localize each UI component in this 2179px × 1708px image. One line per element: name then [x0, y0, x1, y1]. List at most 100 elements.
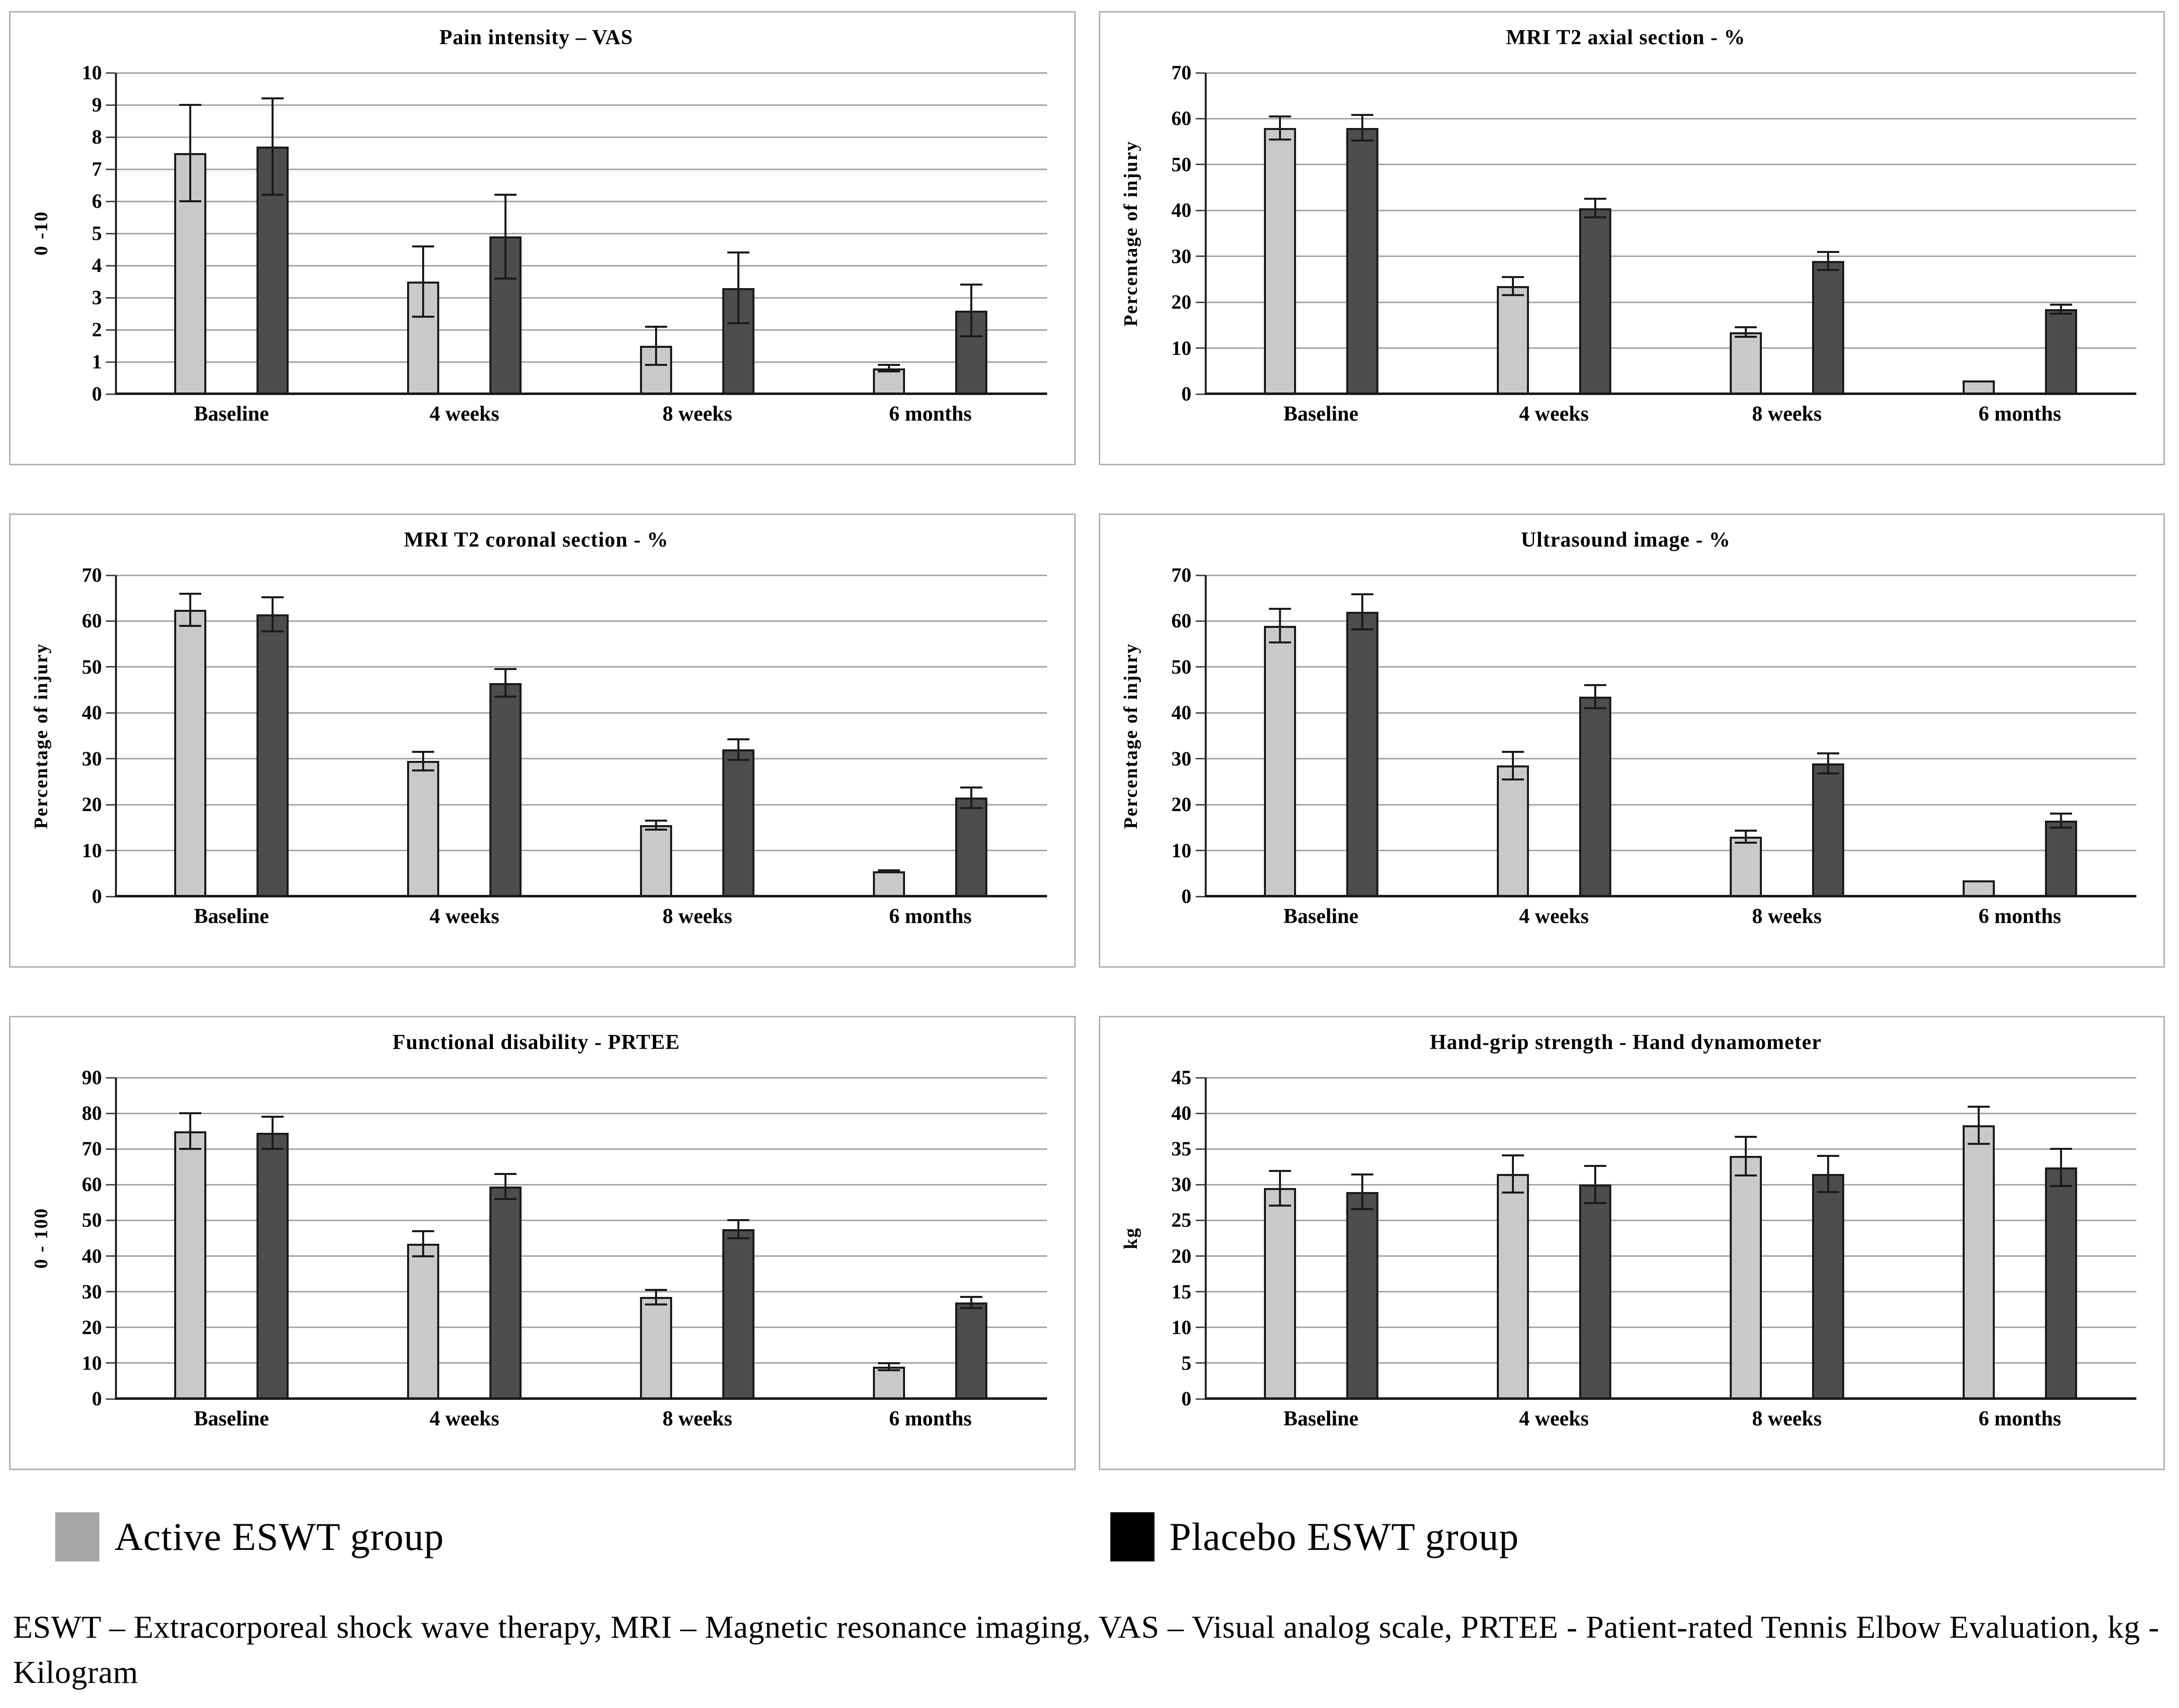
bar-active — [1729, 837, 1762, 896]
y-tick-label: 50 — [82, 1209, 102, 1232]
y-axis-label-wrap: kg — [1111, 1078, 1150, 1399]
y-tick-mark — [1195, 712, 1205, 714]
error-bar-cap — [179, 1148, 202, 1150]
y-tick-label: 25 — [1171, 1209, 1192, 1232]
error-bar-cap — [960, 807, 983, 809]
y-tick-label: 0 — [1181, 382, 1192, 405]
y-tick-label: 30 — [82, 747, 102, 770]
x-category-label: 4 weeks — [1519, 1407, 1589, 1430]
y-tick-label: 10 — [82, 839, 102, 862]
error-bar-cap — [1268, 607, 1291, 610]
bar-active — [407, 1243, 440, 1399]
y-tick-mark — [1195, 620, 1205, 622]
error-bar-cap — [494, 696, 517, 698]
y-tick-mark — [1195, 1327, 1205, 1329]
x-category-label: 8 weeks — [1752, 403, 1822, 426]
gridline — [115, 232, 1047, 234]
error-bar — [1511, 1155, 1514, 1193]
y-tick-label: 70 — [82, 1137, 102, 1160]
bar-placebo — [955, 798, 988, 896]
error-bar-cap — [878, 364, 901, 366]
y-tick-label: 30 — [1171, 747, 1192, 770]
y-axis-label: 0 -10 — [31, 211, 52, 256]
chart-panel-ultrasound-image: Ultrasound image - % Percentage of injury… — [1098, 513, 2165, 968]
bar-placebo — [1812, 763, 1844, 896]
error-bar-cap — [179, 1112, 202, 1115]
bar-placebo — [2044, 1167, 2077, 1399]
error-bar-cap — [412, 751, 435, 753]
bar-active — [1962, 880, 1995, 896]
error-bar-cap — [878, 370, 901, 373]
error-bar-cap — [960, 284, 983, 286]
y-tick-mark — [106, 104, 115, 106]
y-tick-mark — [1195, 1077, 1205, 1079]
gridline — [1204, 117, 2136, 119]
gridline — [115, 265, 1047, 267]
gridline — [115, 329, 1047, 331]
error-bar — [2060, 304, 2062, 314]
bar-active — [407, 761, 440, 896]
y-tick-label: 35 — [1171, 1137, 1192, 1160]
y-tick-label: 0 — [92, 382, 102, 405]
bar-placebo — [1579, 697, 1611, 896]
y-axis-ticks: 0 10 20 30 40 50 60 70 — [1150, 565, 1205, 906]
y-tick-label: 0 — [1181, 885, 1192, 907]
gridline — [115, 1291, 1047, 1293]
error-bar-cap — [1501, 1191, 1524, 1194]
error-bar-cap — [1501, 1154, 1524, 1157]
bar-active — [1496, 765, 1529, 896]
y-tick-mark — [106, 393, 115, 395]
gridline — [1204, 1219, 2136, 1221]
chart-title: Hand-grip strength - Hand dynamometer — [1430, 1031, 1822, 1054]
bar-active — [873, 871, 906, 896]
plot-area: Baseline 4 weeks 8 weeks 6 months — [1204, 574, 2136, 928]
chart-title: Pain intensity – VAS — [439, 26, 633, 49]
error-bar-cap — [1351, 114, 1373, 116]
error-bar-cap — [1501, 276, 1524, 278]
x-category-label: 6 months — [889, 403, 972, 426]
bar-active — [174, 1131, 207, 1399]
y-axis-ticks: 0 10 20 30 40 50 60 70 — [61, 565, 115, 906]
y-tick-mark — [106, 1219, 115, 1221]
chart-area: Percentage of injury 0 10 20 30 40 50 60 70 Basel… — [1111, 63, 2141, 426]
error-bar — [272, 597, 274, 631]
error-bar-cap — [878, 1369, 901, 1372]
y-axis-label-wrap: Percentage of injury — [22, 575, 61, 896]
gridline — [1204, 301, 2136, 303]
error-bar — [1361, 594, 1363, 629]
y-tick-mark — [1195, 758, 1205, 760]
error-bar-cap — [1967, 1143, 1990, 1145]
y-tick-label: 20 — [82, 793, 102, 816]
x-category-label: 4 weeks — [429, 905, 499, 928]
y-axis-label: Percentage of injury — [1120, 642, 1141, 829]
error-bar-cap — [1584, 198, 1606, 200]
y-tick-mark — [1195, 1112, 1205, 1114]
gridline — [115, 1148, 1047, 1150]
error-bar — [422, 246, 425, 317]
error-bar-cap — [960, 1306, 983, 1309]
error-bar-cap — [878, 869, 901, 871]
error-bar — [1827, 753, 1829, 773]
bar-placebo — [1346, 127, 1378, 394]
chart-panel-functional-disability-prtee: Functional disability - PRTEE 0 - 100 0 10 2… — [9, 1016, 1076, 1470]
y-tick-label: 40 — [1171, 1102, 1192, 1125]
gridline — [1204, 1112, 2136, 1114]
plot-area: Baseline 4 weeks 8 weeks 6 months — [1204, 72, 2136, 426]
placebo-group-swatch — [1110, 1512, 1155, 1561]
bar-placebo — [1346, 1192, 1378, 1399]
gridline — [1204, 1077, 2136, 1079]
gridline — [1204, 620, 2136, 622]
chart-area: Percentage of injury 0 10 20 30 40 50 60 70 Basel… — [1111, 565, 2141, 928]
x-category-label: Baseline — [194, 1407, 269, 1430]
x-category-label: 8 weeks — [662, 1407, 732, 1430]
error-bar-cap — [2049, 1148, 2072, 1150]
error-bar-cap — [727, 1219, 750, 1222]
error-bar — [970, 787, 973, 808]
y-tick-mark — [106, 1184, 115, 1186]
error-bar-cap — [1734, 1136, 1757, 1138]
error-bar-cap — [1501, 751, 1524, 753]
chart-area: kg 0 5 10 15 20 25 30 35 40 45 Baseline 4 weeks 8 wee… — [1111, 1068, 2141, 1430]
error-bar — [1361, 1174, 1363, 1209]
error-bar-cap — [412, 316, 435, 318]
error-bar — [1744, 831, 1747, 843]
